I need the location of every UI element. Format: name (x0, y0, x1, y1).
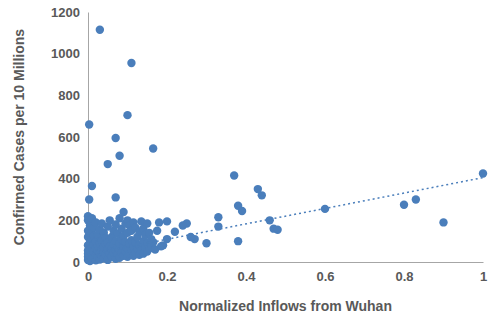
point (439, 218, 447, 226)
point (153, 227, 161, 235)
point (171, 228, 179, 236)
point (157, 242, 165, 250)
y-tick: 400 (58, 171, 88, 186)
y-axis-title: Confirmed Cases per 10 Millions (11, 29, 27, 245)
chart: 0 0.2 0.4 0.6 0.8 1 0 200 400 600 800 1000 1200 Norma… (0, 0, 500, 333)
point (412, 195, 420, 203)
x-axis-title: Normalized Inflows from Wuhan (179, 298, 392, 314)
point (88, 182, 96, 190)
point (85, 120, 93, 128)
x-tick: 0 (85, 262, 92, 284)
y-tick: 200 (58, 213, 88, 228)
y-tick-label: 800 (58, 88, 80, 103)
x-tick: 0.6 (316, 262, 334, 284)
x-axis: 0 0.2 0.4 0.6 0.8 1 (85, 262, 487, 284)
point (187, 233, 195, 241)
x-tick-label: 1 (480, 269, 487, 284)
y-tick-label: 600 (58, 130, 80, 145)
point (163, 217, 171, 225)
x-axis-line (89, 262, 484, 263)
point (266, 216, 274, 224)
x-tick-label: 0.6 (316, 269, 334, 284)
y-tick-label: 200 (58, 213, 80, 228)
point (238, 207, 246, 215)
point (214, 222, 222, 230)
point (179, 221, 187, 229)
marks (84, 26, 487, 266)
point (111, 134, 119, 142)
point (273, 226, 281, 234)
point (96, 26, 104, 34)
y-tick: 600 (58, 130, 88, 145)
y-tick: 1000 (51, 46, 88, 61)
point (85, 195, 93, 203)
y-tick-label: 0 (73, 255, 80, 270)
x-tick-label: 0.8 (395, 269, 413, 284)
point (143, 219, 151, 227)
y-axis: 0 200 400 600 800 1000 1200 (51, 5, 88, 270)
y-tick-label: 1000 (51, 46, 80, 61)
point (149, 144, 157, 152)
x-tick: 1 (480, 262, 487, 284)
point (115, 152, 123, 160)
point (104, 160, 112, 168)
trend-line (88, 178, 483, 255)
x-tick: 0.4 (237, 262, 256, 284)
x-tick-label: 0 (85, 269, 92, 284)
x-tick: 0.2 (158, 262, 176, 284)
y-tick: 800 (58, 88, 88, 103)
point (230, 171, 238, 179)
y-tick: 1200 (51, 5, 88, 20)
point (258, 191, 266, 199)
x-tick: 0.8 (395, 262, 413, 284)
point (155, 218, 163, 226)
point (111, 193, 119, 201)
y-tick-label: 400 (58, 171, 80, 186)
point (400, 201, 408, 209)
point (214, 213, 222, 221)
x-tick-label: 0.4 (237, 269, 256, 284)
point (123, 111, 131, 119)
point (127, 59, 135, 67)
y-tick-label: 1200 (51, 5, 80, 20)
plot-area: 0 0.2 0.4 0.6 0.8 1 0 200 400 600 800 1000 1200 (51, 5, 487, 285)
point (479, 169, 487, 177)
point (119, 208, 127, 216)
point (234, 237, 242, 245)
point (202, 239, 210, 247)
scatter-series (84, 26, 487, 266)
x-tick-label: 0.2 (158, 269, 176, 284)
